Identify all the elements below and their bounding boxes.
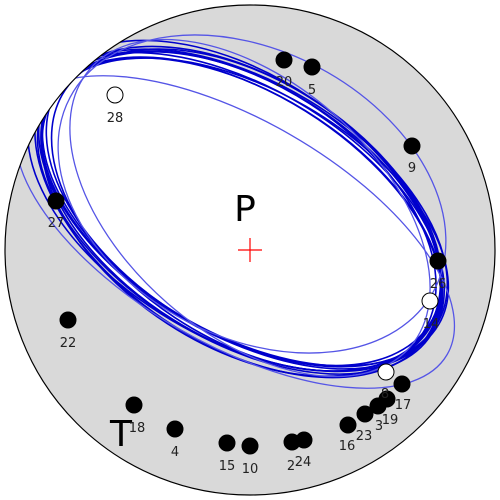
station-compression-marker [125, 396, 143, 414]
station-compression-marker [295, 431, 313, 449]
p-axis-marker [238, 238, 262, 262]
station-compression-marker [339, 416, 357, 434]
station-label: 3 [375, 419, 383, 434]
station-label: 18 [129, 421, 146, 436]
station-label: 24 [295, 455, 312, 470]
station-label: 9 [408, 161, 416, 176]
station-label: 15 [219, 459, 236, 474]
station-label: 22 [60, 336, 77, 351]
nodal-plane-alt-3 [69, 38, 431, 378]
station-label: 5 [308, 83, 316, 98]
station-dilatation-marker [106, 86, 124, 104]
station-label: 20 [276, 75, 293, 90]
station-label: 16 [339, 439, 356, 454]
t-axis-label: T [109, 414, 133, 455]
station-compression-marker [59, 311, 77, 329]
station-label: 28 [107, 111, 124, 126]
p-axis-label: P [234, 189, 256, 230]
station-label: 4 [171, 445, 179, 460]
nodal-plane-8 [50, 48, 442, 372]
station-label: 19 [382, 413, 399, 428]
station-label: 10 [242, 462, 259, 477]
station-compression-marker [429, 252, 447, 270]
station-label: 14 [423, 317, 440, 332]
station-compression-marker [356, 405, 374, 423]
station-dilatation-marker [421, 292, 439, 310]
beachball-outline [4, 4, 496, 496]
station-label: 26 [430, 277, 447, 292]
station-compression-marker [393, 375, 411, 393]
station-label: 17 [395, 398, 412, 413]
station-compression-marker [303, 58, 321, 76]
station-compression-marker [218, 434, 236, 452]
station-compression-marker [403, 137, 421, 155]
station-compression-marker [275, 51, 293, 69]
station-compression-marker [369, 397, 387, 415]
station-dilatation-marker [377, 363, 395, 381]
station-label: 2 [287, 459, 295, 474]
station-label: 27 [48, 216, 65, 231]
station-compression-marker [47, 192, 65, 210]
station-compression-marker [166, 420, 184, 438]
nodal-plane-group [14, 34, 456, 389]
station-compression-marker [241, 437, 259, 455]
station-label: 23 [356, 429, 373, 444]
station-label: 8 [381, 387, 389, 402]
